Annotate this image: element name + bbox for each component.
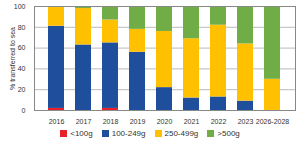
svg-text:20: 20: [18, 86, 26, 93]
html-text:>500g: >500g: [217, 128, 240, 138]
svg-text:2019: 2019: [130, 118, 146, 124]
svg-text:2026-2028: 2026-2028: [256, 118, 290, 124]
html-text:100-249g: 100-249g: [111, 128, 146, 138]
svg-text:60: 60: [18, 44, 26, 51]
svg-text:2018: 2018: [103, 118, 119, 124]
svg-text:40: 40: [18, 65, 26, 72]
svg-text:2017: 2017: [76, 118, 92, 124]
svg-text:2022: 2022: [211, 118, 227, 124]
html-text:250-499g: 250-499g: [164, 128, 199, 138]
svg-text:2020: 2020: [157, 118, 173, 124]
svg-text:0: 0: [22, 107, 26, 114]
svg-text:% transferred to sea: % transferred to sea: [9, 27, 16, 90]
svg-text:2023: 2023: [238, 118, 254, 124]
svg-text:80: 80: [18, 24, 26, 31]
svg-text:2021: 2021: [184, 118, 200, 124]
svg-text:100: 100: [14, 3, 26, 10]
html-text:<100g: <100g: [70, 128, 93, 138]
svg-text:2016: 2016: [49, 118, 65, 124]
